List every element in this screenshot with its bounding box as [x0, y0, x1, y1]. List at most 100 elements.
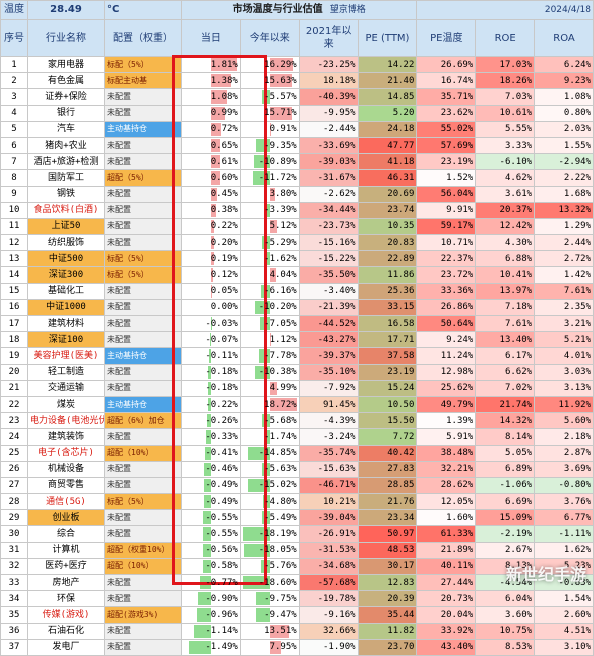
pe-temp-cell: 35.71% [416, 88, 477, 106]
value-cell: 0.72% [181, 120, 241, 138]
temp-value: 28.49 [27, 0, 105, 20]
row-number: 25 [0, 444, 28, 462]
value-cell: -0.41% [181, 444, 241, 462]
value-cell: -4.80% [239, 493, 300, 511]
watermark: 新世纪手游 [505, 565, 586, 584]
roa-cell: 3.03% [534, 363, 594, 381]
table-row: 24 建筑装饰 未配置 -0.33% -1.74% -3.24% 7.72 5.91% 8.14… [0, 428, 594, 446]
value-cell: 1.12% [239, 331, 300, 349]
industry-name: 中证500 [27, 250, 105, 268]
industry-name: 酒店+旅游+检测 [27, 153, 105, 171]
roe-cell: -2.19% [475, 525, 536, 543]
roa-cell: 3.21% [534, 314, 594, 333]
pe-cell: 5.20 [357, 104, 418, 122]
industry-name: 机械设备 [27, 460, 105, 478]
row-number: 3 [0, 88, 28, 106]
y21-cell: 10.21% [298, 493, 359, 511]
roa-cell: 2.18% [534, 428, 594, 446]
roa-cell: 11.92% [534, 395, 594, 414]
table-row: 18 深证100 未配置 -0.07% 1.12% -43.27% 17.71 9.24% 13… [0, 331, 594, 349]
industry-name: 深证300 [27, 266, 105, 284]
industry-name: 轻工制造 [27, 363, 105, 381]
row-number: 1 [0, 55, 28, 74]
industry-name: 房地产 [27, 573, 105, 592]
config-badge: 未配置 [104, 217, 182, 236]
roe-cell: -1.06% [475, 476, 536, 495]
pe-temp-cell: 43.40% [416, 638, 477, 656]
roa-cell: 7.61% [534, 282, 594, 300]
y21-cell: -9.16% [298, 606, 359, 624]
y21-cell: -35.50% [298, 266, 359, 284]
value-cell: -0.26% [181, 412, 241, 430]
table-row: 25 电子(含芯片) 超配（10%） -0.41% -14.85% -35.74% 40.4… [0, 444, 594, 462]
y21-cell: -1.90% [298, 638, 359, 656]
table-row: 16 中证1000 未配置 0.00% -10.20% -21.39% 33.15 26.86… [0, 298, 594, 317]
value-cell: 0.45% [181, 185, 241, 203]
table-row: 8 国防军工 超配（5%） 0.60% -11.72% -31.67% 46.31 1.52%… [0, 169, 594, 187]
roe-cell: 4.30% [475, 234, 536, 252]
config-badge: 未配置 [104, 363, 182, 381]
value-cell: 0.05% [181, 282, 241, 300]
roe-cell: 13.97% [475, 282, 536, 300]
roe-cell: 10.75% [475, 622, 536, 640]
pe-temp-cell: 32.21% [416, 460, 477, 478]
table-row: 7 酒店+旅游+检测 未配置 0.61% -10.89% -39.03% 41.18 23.1… [0, 153, 594, 171]
value-cell: -5.57% [239, 88, 300, 106]
row-number: 23 [0, 412, 28, 430]
row-number: 5 [0, 120, 28, 138]
industry-name: 银行 [27, 104, 105, 122]
pe-temp-cell: 50.64% [416, 314, 477, 333]
pe-cell: 11.86 [357, 266, 418, 284]
table-row: 30 综合 未配置 -0.55% -18.19% -26.91% 50.97 61.33% -2… [0, 525, 594, 543]
pe-temp-cell: 1.39% [416, 412, 477, 430]
industry-name: 创业板 [27, 509, 105, 527]
pe-temp-cell: 16.74% [416, 72, 477, 90]
row-number: 30 [0, 525, 28, 543]
value-cell: -18.05% [239, 541, 300, 559]
y21-cell: -15.16% [298, 234, 359, 252]
table-row: 11 上证50 未配置 0.22% 5.12% -23.73% 10.35 59.17% 12.… [0, 217, 594, 236]
pe-temp-cell: 23.72% [416, 266, 477, 284]
table-row: 34 环保 未配置 -0.90% -9.75% -19.78% 20.39 20.73% 6.0… [0, 590, 594, 608]
industry-name: 医药+医疗 [27, 557, 105, 576]
value-cell: -0.55% [181, 525, 241, 543]
industry-name: 家用电器 [27, 55, 105, 74]
value-cell: 4.04% [239, 266, 300, 284]
industry-name: 建筑材料 [27, 314, 105, 333]
roa-cell: 2.22% [534, 169, 594, 187]
y21-cell: -7.92% [298, 379, 359, 397]
industry-name: 纺织服饰 [27, 234, 105, 252]
roa-cell: 6.24% [534, 55, 594, 74]
row-number: 35 [0, 606, 28, 624]
pe-cell: 14.22 [357, 55, 418, 74]
roa-cell: 1.62% [534, 541, 594, 559]
roe-cell: 13.40% [475, 331, 536, 349]
value-cell: -5.29% [239, 234, 300, 252]
roe-cell: 20.37% [475, 201, 536, 219]
y21-cell: 32.66% [298, 622, 359, 640]
config-badge: 未配置 [104, 201, 182, 219]
pe-cell: 41.18 [357, 153, 418, 171]
roe-cell: 6.69% [475, 493, 536, 511]
pe-temp-cell: 5.91% [416, 428, 477, 446]
row-number: 26 [0, 460, 28, 478]
pe-cell: 20.83 [357, 234, 418, 252]
value-cell: -9.47% [239, 606, 300, 624]
y21-cell: -39.04% [298, 509, 359, 527]
roa-cell: 3.76% [534, 493, 594, 511]
industry-name: 石油石化 [27, 622, 105, 640]
roe-cell: 14.32% [475, 412, 536, 430]
industry-name: 通信(5G) [27, 493, 105, 511]
value-cell: 15.71% [239, 104, 300, 122]
y21-cell: -21.39% [298, 298, 359, 317]
pe-cell: 25.36 [357, 282, 418, 300]
table-row: 19 美容护理(医美) 主动基持仓 -0.11% -7.78% -39.37% 37.58 1… [0, 347, 594, 365]
row-number: 8 [0, 169, 28, 187]
table-row: 20 轻工制造 未配置 -0.18% -10.38% -35.10% 23.19 12.98%… [0, 363, 594, 381]
y21-cell: -9.95% [298, 104, 359, 122]
value-cell: 1.81% [181, 55, 241, 74]
y21-cell: -2.62% [298, 185, 359, 203]
config-badge: 标配主动基 [104, 72, 182, 90]
pe-cell: 23.19 [357, 363, 418, 381]
temp-unit: °C [104, 0, 182, 20]
